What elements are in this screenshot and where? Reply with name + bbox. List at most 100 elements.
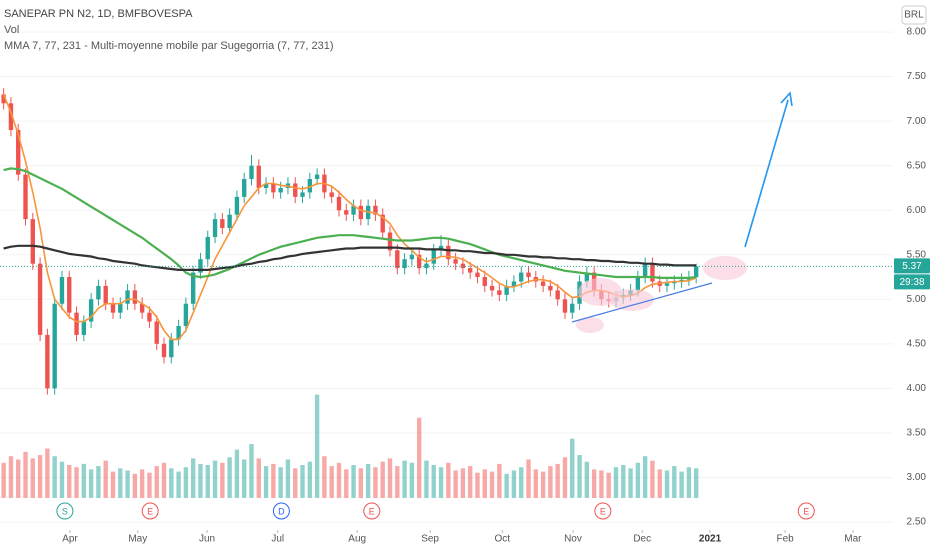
volume-bar bbox=[686, 467, 692, 498]
volume-bar bbox=[475, 472, 480, 498]
candle-body bbox=[373, 205, 378, 215]
event-marker[interactable] bbox=[363, 502, 381, 520]
candle-body bbox=[555, 290, 560, 300]
volume-bar bbox=[139, 469, 145, 498]
candle-body bbox=[489, 285, 495, 291]
event-label: S bbox=[62, 506, 68, 516]
y-tick-label: 7.00 bbox=[907, 116, 927, 127]
volume-bar bbox=[96, 466, 101, 498]
volume-bar bbox=[460, 468, 466, 498]
volume-bar bbox=[431, 465, 436, 498]
candle-body bbox=[307, 179, 313, 193]
candle-body bbox=[154, 321, 159, 344]
volume-bar bbox=[402, 460, 407, 498]
moving-average bbox=[3, 244, 697, 271]
candle-body bbox=[380, 214, 385, 233]
candle-body bbox=[416, 254, 422, 269]
candle-body bbox=[220, 219, 225, 229]
volume-bar bbox=[635, 462, 641, 498]
candle-body bbox=[198, 259, 203, 273]
volume-bar bbox=[365, 463, 371, 498]
chart-title: SANEPAR PN N2, 1D, BMFBOVESPA bbox=[4, 8, 193, 20]
candle-body bbox=[132, 290, 138, 304]
event-marker[interactable] bbox=[797, 502, 815, 520]
volume-bar bbox=[314, 394, 320, 498]
event-marker[interactable] bbox=[56, 502, 74, 520]
volume-bar bbox=[234, 449, 240, 498]
volume-bar bbox=[125, 470, 130, 498]
volume-bar bbox=[562, 457, 568, 498]
volume-bar bbox=[307, 461, 313, 498]
candle-body bbox=[110, 303, 116, 313]
volume-bar bbox=[205, 465, 210, 498]
volume-bar bbox=[88, 469, 94, 498]
candle-body bbox=[482, 277, 487, 286]
candle-body bbox=[205, 236, 210, 260]
candle-body bbox=[642, 263, 648, 278]
candle-body bbox=[30, 219, 35, 264]
volume-bar bbox=[409, 462, 415, 498]
event-marker[interactable] bbox=[141, 502, 159, 520]
volume-bar bbox=[468, 466, 473, 498]
volume-bar bbox=[526, 459, 531, 498]
candle-body bbox=[446, 245, 451, 260]
candle-body bbox=[431, 250, 436, 264]
event-marker[interactable] bbox=[594, 502, 612, 520]
volume-bar bbox=[577, 455, 582, 498]
volume-bar bbox=[329, 466, 334, 498]
candle-body bbox=[519, 272, 524, 282]
event-marker[interactable] bbox=[272, 502, 290, 520]
volume-bar bbox=[497, 463, 502, 498]
volume-bar bbox=[1, 462, 6, 498]
x-tick-label: Apr bbox=[62, 534, 78, 545]
volume-bar bbox=[387, 458, 393, 498]
volume-bar bbox=[8, 456, 14, 498]
event-label: E bbox=[147, 506, 153, 516]
candle-body bbox=[23, 174, 28, 220]
y-tick-label: 7.50 bbox=[907, 71, 927, 82]
candle-body bbox=[329, 192, 334, 197]
volume-bar bbox=[285, 459, 291, 498]
volume-bar bbox=[416, 417, 422, 498]
candle-body bbox=[118, 303, 123, 313]
volume-bar bbox=[591, 469, 597, 498]
candle-body bbox=[344, 210, 349, 215]
candle-body bbox=[212, 219, 218, 237]
volume-bar bbox=[373, 467, 378, 498]
countdown-box bbox=[894, 274, 930, 290]
highlight bbox=[576, 317, 604, 333]
currency-box[interactable] bbox=[901, 5, 927, 25]
candle-body bbox=[45, 334, 50, 389]
volume-bar bbox=[395, 466, 400, 498]
candle-body bbox=[693, 266, 699, 278]
arrow-head bbox=[780, 91, 793, 107]
candle-body bbox=[562, 299, 568, 313]
volume-bar bbox=[570, 438, 575, 498]
y-tick-label: 8.00 bbox=[907, 27, 927, 38]
candle-body bbox=[336, 196, 342, 211]
volume-bar bbox=[249, 444, 254, 498]
y-tick-label: 6.00 bbox=[907, 205, 927, 216]
volume-bar bbox=[278, 467, 283, 498]
last-price: 5.37 bbox=[902, 261, 922, 272]
volume-bar bbox=[555, 463, 560, 498]
candle-body bbox=[453, 259, 458, 264]
candle-body bbox=[263, 183, 269, 188]
volume-bar bbox=[271, 463, 276, 498]
candle-body bbox=[409, 254, 415, 260]
volume-bar bbox=[584, 461, 590, 498]
candle-body bbox=[147, 312, 152, 322]
volume-bar bbox=[74, 467, 79, 498]
candle-body bbox=[190, 272, 196, 304]
x-tick-label: Feb bbox=[776, 534, 794, 545]
volume-bar bbox=[169, 468, 174, 498]
candle-body bbox=[176, 326, 181, 340]
volume-bar bbox=[613, 467, 619, 498]
volume-bar bbox=[227, 457, 232, 498]
volume-bar bbox=[548, 466, 553, 498]
volume-bar bbox=[628, 468, 633, 498]
volume-bar bbox=[453, 470, 458, 498]
y-tick-label: 4.00 bbox=[907, 383, 927, 394]
candle-body bbox=[271, 183, 276, 193]
